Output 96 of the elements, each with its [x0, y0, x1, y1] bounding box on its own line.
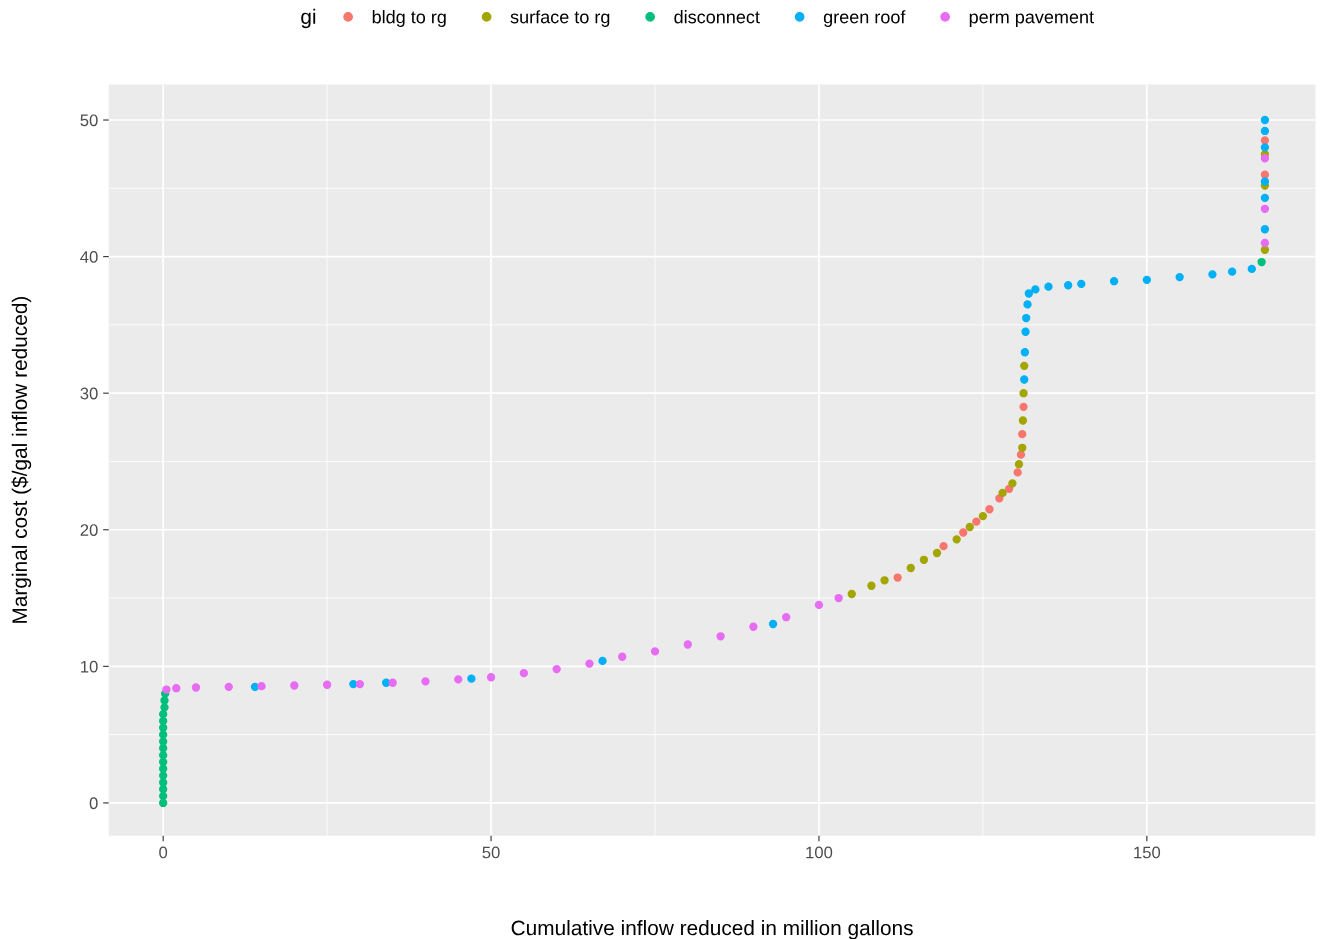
point	[1260, 238, 1270, 248]
point	[985, 505, 994, 514]
legend-label: surface to rg	[510, 10, 610, 27]
point	[224, 682, 233, 691]
point	[290, 681, 299, 690]
point	[1260, 177, 1270, 186]
point	[716, 632, 725, 641]
point	[650, 647, 660, 656]
point	[1260, 154, 1270, 163]
y-tick-label: 20	[80, 524, 98, 536]
point	[683, 640, 692, 649]
point	[834, 593, 843, 603]
y-tick-label: 30	[80, 387, 98, 400]
point	[1008, 479, 1017, 488]
point	[768, 619, 778, 629]
point	[1019, 402, 1028, 412]
legend-label: bldg to rg	[372, 10, 446, 27]
point	[959, 528, 968, 537]
point	[1063, 281, 1073, 290]
point	[978, 511, 988, 521]
point	[1022, 313, 1031, 323]
point	[1020, 361, 1029, 371]
point	[1208, 270, 1217, 279]
point	[1109, 277, 1119, 286]
point	[1260, 126, 1270, 136]
point	[467, 674, 476, 683]
point	[1019, 389, 1028, 398]
point	[257, 681, 266, 691]
legend-title: gi	[301, 8, 316, 29]
point	[486, 673, 496, 682]
x-tick-label: 150	[1134, 846, 1161, 859]
point	[1260, 115, 1270, 125]
point	[1260, 193, 1270, 203]
point	[906, 563, 915, 573]
point	[191, 683, 201, 692]
point	[1023, 300, 1032, 309]
point	[1014, 460, 1024, 469]
point	[1077, 279, 1086, 289]
point	[598, 656, 607, 666]
point	[1020, 375, 1029, 384]
point	[1031, 285, 1040, 294]
point	[1247, 264, 1256, 274]
point	[1018, 443, 1027, 452]
point	[880, 576, 889, 585]
point	[952, 535, 961, 544]
y-tick-label: 40	[80, 251, 98, 263]
legend-label: perm pavement	[969, 11, 1094, 27]
point	[1260, 143, 1270, 152]
point	[782, 613, 791, 622]
y-tick-label: 50	[80, 114, 98, 127]
point	[1020, 348, 1030, 357]
point	[972, 517, 981, 526]
point	[749, 622, 758, 631]
x-tick-label: 100	[806, 846, 833, 859]
point	[939, 541, 948, 551]
point	[1260, 225, 1270, 234]
point	[162, 685, 171, 694]
point	[1142, 275, 1152, 284]
point	[847, 589, 856, 599]
x-tick-label: 0	[159, 846, 168, 859]
point	[1018, 429, 1027, 439]
legend-label: green roof	[823, 10, 906, 27]
point	[1175, 272, 1184, 282]
point	[893, 573, 902, 582]
point	[552, 664, 561, 674]
x-tick-label: 50	[482, 846, 500, 859]
point	[1227, 267, 1237, 276]
y-axis-title: Marginal cost ($/gal inflow reduced)	[11, 296, 32, 623]
point	[1013, 468, 1022, 477]
point	[585, 659, 594, 668]
point	[965, 522, 974, 532]
point	[1260, 204, 1270, 213]
point	[519, 669, 529, 678]
point	[1044, 282, 1053, 291]
point	[322, 680, 332, 689]
point	[421, 677, 430, 686]
point	[388, 678, 397, 687]
point	[998, 488, 1007, 498]
point	[919, 555, 929, 564]
point	[159, 723, 168, 732]
point	[1021, 327, 1030, 336]
point	[867, 581, 876, 590]
point	[355, 679, 365, 689]
point	[1024, 289, 1033, 298]
point	[932, 548, 942, 558]
point	[618, 652, 627, 661]
point	[814, 600, 824, 610]
point	[159, 764, 168, 773]
legend-label: disconnect	[674, 10, 760, 24]
point	[1257, 257, 1266, 267]
y-tick-label: 0	[89, 797, 98, 810]
x-axis-title: Cumulative inflow reduced in million gallons	[511, 920, 913, 939]
point	[1018, 416, 1028, 425]
y-tick-label: 10	[81, 660, 98, 673]
point	[172, 684, 181, 693]
point	[454, 675, 463, 684]
